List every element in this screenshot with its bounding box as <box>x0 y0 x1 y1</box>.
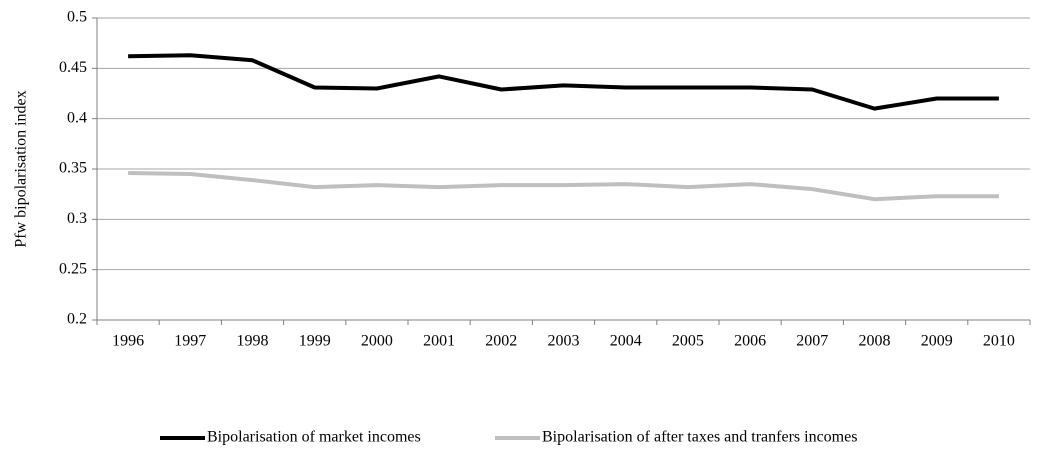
legend-label: Bipolarisation of market incomes <box>207 429 421 446</box>
x-tick-label: 2006 <box>734 333 766 350</box>
x-tick-label: 2005 <box>672 333 704 350</box>
y-tick-label: 0.3 <box>67 210 87 227</box>
x-tick-label: 2004 <box>610 333 642 350</box>
y-tick-label: 0.4 <box>67 109 87 126</box>
y-tick-label: 0.35 <box>59 160 87 177</box>
legend-label: Bipolarisation of after taxes and tranfe… <box>542 429 857 446</box>
y-axis-label: Pfw bipolarisation index <box>13 90 30 247</box>
x-tick-label: 2009 <box>921 333 953 350</box>
y-tick-label: 0.5 <box>67 9 87 26</box>
x-tick-label: 2008 <box>859 333 891 350</box>
y-tick-label: 0.2 <box>67 311 87 328</box>
y-tick-label: 0.25 <box>59 260 87 277</box>
x-tick-label: 1996 <box>112 333 144 350</box>
line <box>128 171 999 202</box>
x-tick-label: 1997 <box>174 333 206 350</box>
line <box>128 53 999 111</box>
x-tick-label: 2000 <box>361 333 393 350</box>
x-tick-label: 1998 <box>237 333 269 350</box>
x-tick-label: 2001 <box>423 333 455 350</box>
y-tick-label: 0.45 <box>59 59 87 76</box>
x-tick-label: 1999 <box>299 333 331 350</box>
x-tick-label: 2010 <box>983 333 1015 350</box>
x-tick-label: 2003 <box>548 333 580 350</box>
x-tick-label: 2007 <box>796 333 828 350</box>
x-tick-label: 2002 <box>485 333 517 350</box>
